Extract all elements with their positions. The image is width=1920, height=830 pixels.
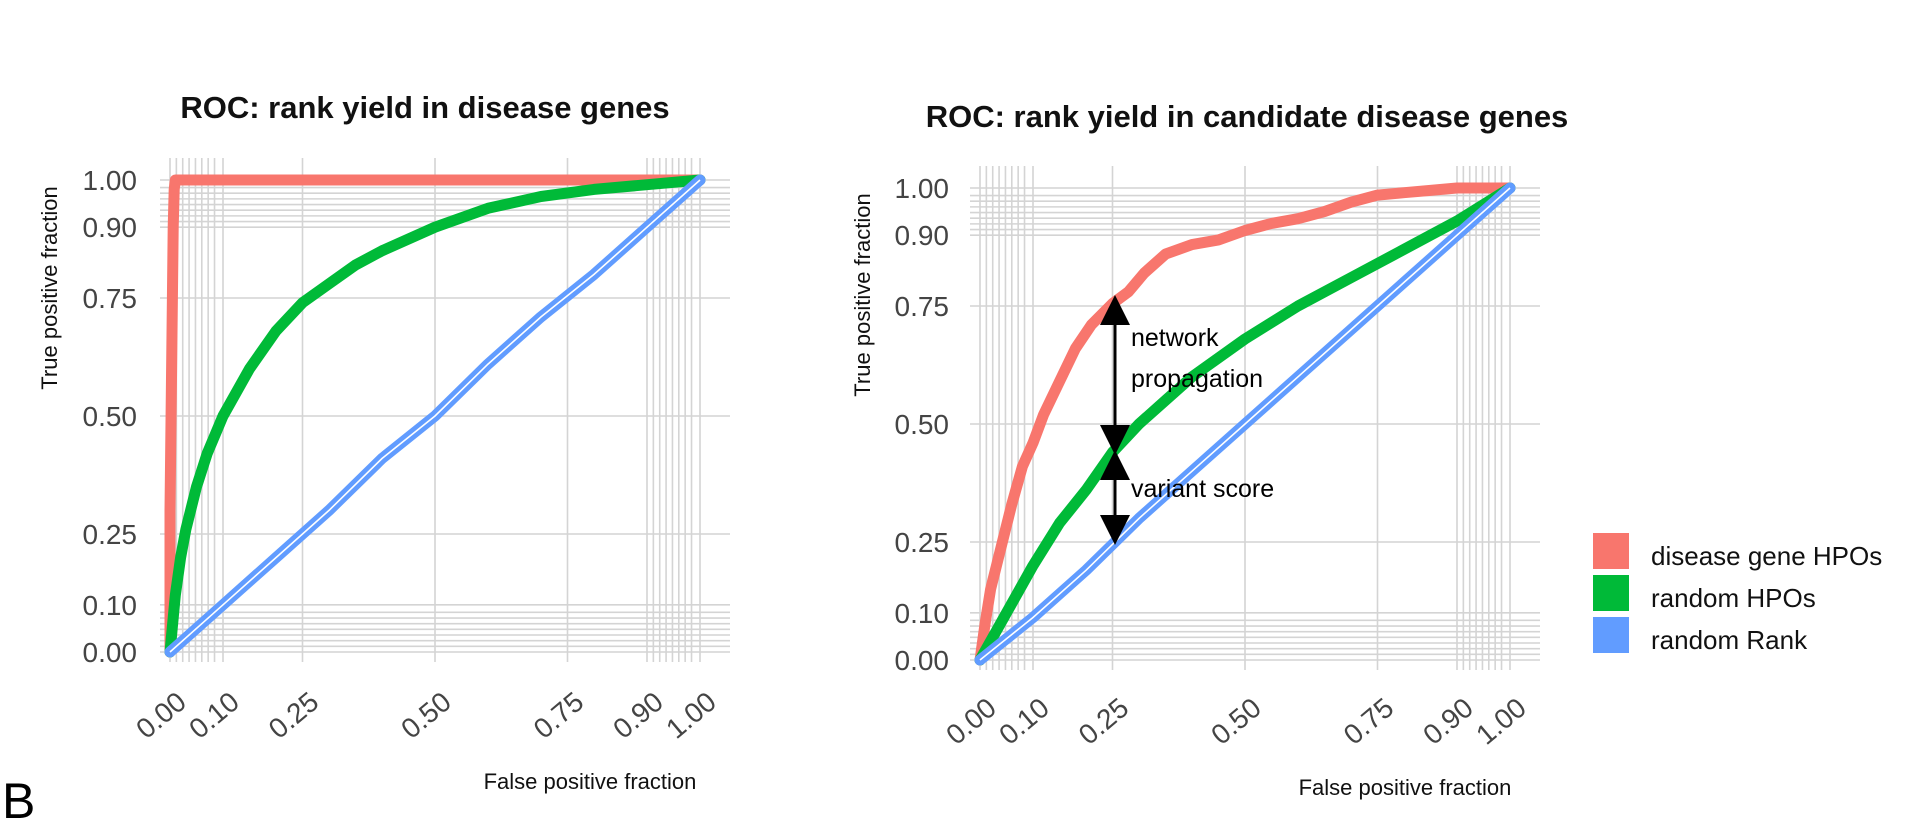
x-tick-label: 0.75 [528,686,590,745]
legend-label-disease-gene-hpos: disease gene HPOs [1651,541,1882,571]
y-tick-label: 0.90 [895,220,950,251]
x-tick-label: 1.00 [1470,692,1532,751]
y-tick-label: 0.50 [895,409,950,440]
x-tick-label: 1.00 [660,686,722,745]
annotation-variant-score: variant score [1131,475,1274,503]
y-tick-label: 0.75 [895,291,950,322]
series-layer [164,174,706,658]
roc-figure: ROC: rank yield in disease genes 0.000.1… [37,90,1882,800]
legend-key-random-rank [1593,617,1629,653]
x-tick-label: 0.25 [1073,692,1135,751]
y-tick-label: 1.00 [83,165,138,196]
y-tick-label: 0.10 [895,598,950,629]
y-axis-label: True positive fraction [37,186,62,389]
y-tick-label: 0.90 [83,212,138,243]
y-tick-label: 0.50 [83,401,138,432]
chart-title: ROC: rank yield in candidate disease gen… [926,99,1569,134]
y-ticks: 0.00 0.10 0.25 0.50 0.75 0.90 1.00 [83,165,138,668]
panel-letter: B [2,773,36,829]
x-tick-label: 0.90 [1417,692,1479,751]
x-tick-label: 0.50 [1205,692,1267,751]
series-layer [974,182,1516,666]
y-tick-label: 0.25 [83,519,138,550]
x-tick-label: 0.50 [395,686,457,745]
series-line-disease-gene-hpos [974,182,1516,666]
legend-label-random-hpos: random HPOs [1651,583,1816,613]
annotation-network: network [1131,324,1219,352]
series-line-random-rank-highlight [169,179,701,653]
legend-label-random-rank: random Rank [1651,625,1808,655]
x-ticks: 0.000.10 0.25 0.50 0.75 0.901.00 [130,686,722,745]
chart-disease-genes: ROC: rank yield in disease genes 0.000.1… [37,90,730,794]
series-line-random-hpos [164,174,706,658]
y-tick-label: 0.25 [895,527,950,558]
x-tick-label: 0.75 [1338,692,1400,751]
y-tick-label: 0.00 [83,637,138,668]
x-axis-label: False positive fraction [484,769,697,794]
x-tick-label: 0.00 [130,686,192,745]
legend-key-random-hpos [1593,575,1629,611]
y-tick-label: 1.00 [895,173,950,204]
y-axis-label: True positive fraction [850,193,875,396]
legend-key-disease-gene-hpos [1593,533,1629,569]
x-tick-label: 0.10 [183,686,245,745]
annotation-propagation: propagation [1131,365,1263,393]
x-tick-label: 0.90 [607,686,669,745]
series-line-disease-gene-hpos [164,174,706,658]
chart-title: ROC: rank yield in disease genes [180,90,669,125]
y-tick-label: 0.75 [83,283,138,314]
x-tick-label: 0.10 [993,692,1055,751]
series-line-random-rank-highlight [979,187,1511,661]
y-ticks: 0.00 0.10 0.25 0.50 0.75 0.90 1.00 [895,173,950,676]
legend: disease gene HPOs random HPOs random Ran… [1593,533,1882,655]
y-tick-label: 0.00 [895,645,950,676]
chart-candidate-disease-genes: ROC: rank yield in candidate disease gen… [850,99,1568,800]
x-tick-label: 0.00 [940,692,1002,751]
x-axis-label: False positive fraction [1299,775,1512,800]
x-ticks: 0.000.10 0.25 0.50 0.75 0.901.00 [940,692,1532,751]
y-tick-label: 0.10 [83,590,138,621]
gridlines [970,166,1540,670]
series-line-random-hpos [974,182,1516,666]
x-tick-label: 0.25 [263,686,325,745]
